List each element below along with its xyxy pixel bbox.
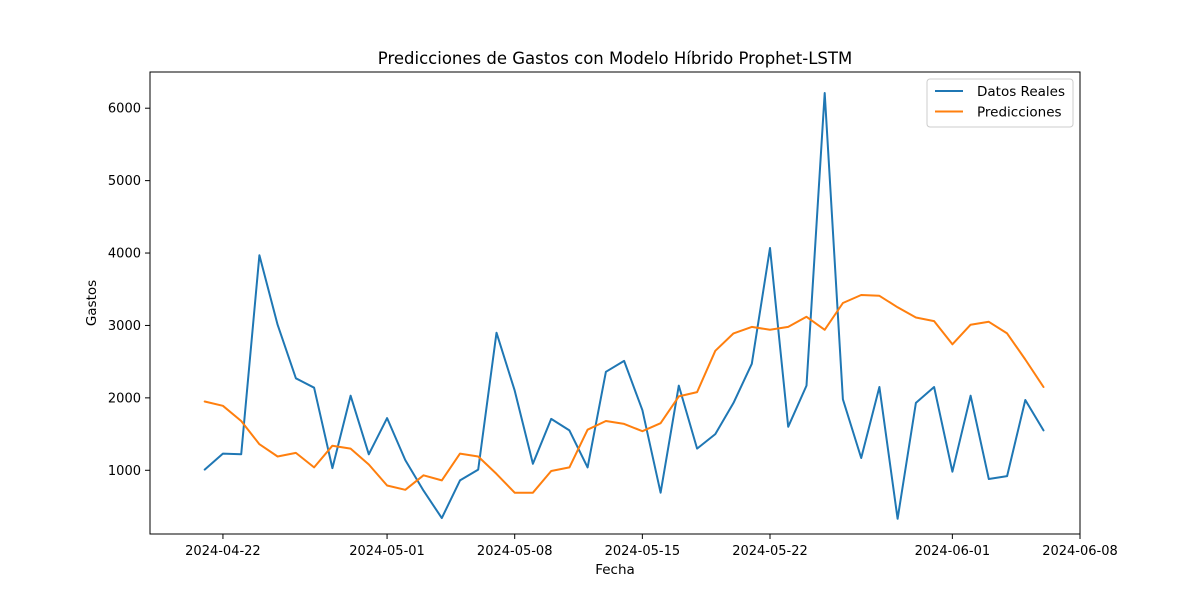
- y-tick-label: 6000: [108, 102, 141, 117]
- plot-area: [203, 92, 1045, 520]
- x-tick-label: 2024-06-01: [915, 544, 991, 559]
- x-tick-label: 2024-05-01: [349, 544, 425, 559]
- x-tick-label: 2024-05-15: [605, 544, 681, 559]
- x-tick-label: 2024-04-22: [185, 544, 261, 559]
- y-tick-label: 1000: [108, 464, 141, 479]
- x-tick-label: 2024-05-08: [477, 544, 553, 559]
- y-axis-label: Gastos: [84, 280, 100, 326]
- y-tick-label: 3000: [108, 319, 141, 334]
- legend-box: [926, 78, 1074, 128]
- plot-frame: [149, 71, 1081, 535]
- legend: Datos Reales Predicciones: [926, 78, 1074, 128]
- y-axis: 1000 2000 3000 4000 5000 6000: [108, 102, 150, 479]
- x-tick-label: 2024-06-08: [1042, 544, 1118, 559]
- x-axis-label: Fecha: [595, 562, 635, 578]
- y-tick-label: 2000: [108, 391, 141, 406]
- x-tick-label: 2024-05-22: [732, 544, 808, 559]
- chart-title: Predicciones de Gastos con Modelo Híbrid…: [378, 49, 852, 68]
- series-line-predicciones: [203, 294, 1045, 494]
- y-tick-label: 4000: [108, 247, 141, 262]
- x-axis: 2024-04-22 2024-05-01 2024-05-08 2024-05-15…: [185, 534, 1118, 559]
- legend-label: Datos Reales: [977, 84, 1065, 100]
- legend-label: Predicciones: [977, 105, 1062, 121]
- y-tick-label: 5000: [108, 174, 141, 189]
- series-line-datos-reales: [203, 92, 1045, 520]
